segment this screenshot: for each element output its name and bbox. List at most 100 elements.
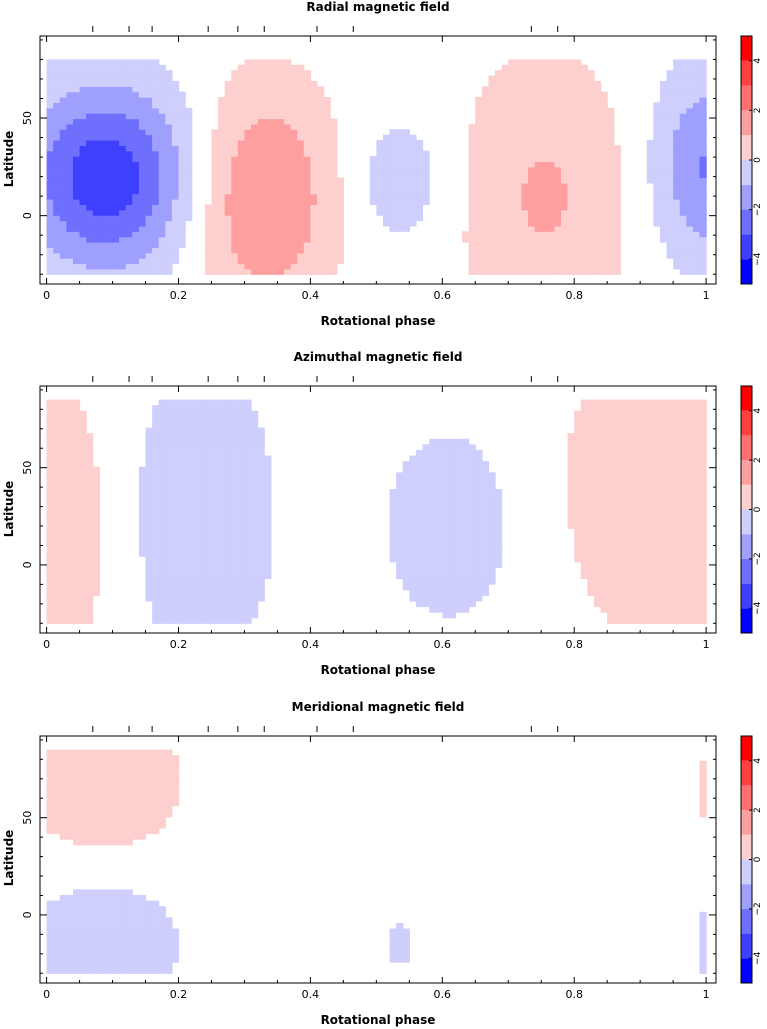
heatmap-cell [218,247,226,254]
heatmap-cell [66,188,74,195]
heatmap-cell [185,556,193,563]
heatmap-cell [574,113,582,120]
heatmap-cell [145,80,153,87]
heatmap-cell [158,247,166,254]
heatmap-cell [99,139,107,146]
heatmap-cell [633,455,641,462]
heatmap-cell [653,102,661,109]
heatmap-cell [600,107,608,114]
heatmap-cell [237,606,246,613]
heatmap-cell [178,145,186,152]
heatmap-cell [659,156,668,163]
heatmap-cell [125,75,133,82]
heatmap-cell [508,86,516,93]
heatmap-cell [171,188,180,195]
heatmap-cell [429,438,437,445]
heatmap-cell [79,539,87,546]
heatmap-cell [218,533,226,541]
heatmap-cell [646,421,654,429]
heatmap-cell [290,75,298,82]
heatmap-cell [264,134,272,141]
heatmap-cell [593,247,602,254]
heatmap-cell [237,193,246,200]
heatmap-cell [653,561,661,568]
radial-field-panel: Radial magnetic field 0 0.2 0.4 0.6 0.8 1050 … [2,0,763,328]
heatmap-cell [481,561,490,568]
heatmap-cell [46,494,54,501]
heatmap-cell [53,572,61,580]
heatmap-cell [86,193,94,200]
heatmap-cell [138,472,147,479]
heatmap-cell [152,612,160,619]
heatmap-cell [633,528,641,535]
heatmap-cell [59,123,67,130]
heatmap-cell [435,438,443,445]
heatmap-cell [613,427,621,434]
heatmap-cell [323,236,331,243]
heatmap-cell [587,145,595,152]
heatmap-cell [152,102,160,109]
heatmap-cell [653,107,661,114]
heatmap-cell [237,231,246,238]
heatmap-cell [138,225,147,232]
heatmap-cell [257,500,265,507]
heatmap-cell [218,589,226,596]
heatmap-cell [409,584,417,591]
heatmap-cell [211,612,219,619]
heatmap-cell [297,139,305,146]
heatmap-cell [389,220,397,227]
heatmap-cell [475,584,483,591]
heatmap-cell [613,252,621,259]
heatmap-cell [185,427,193,434]
heatmap-cell [574,102,582,109]
heatmap-cell [640,405,648,412]
heatmap-cell [165,477,173,485]
heatmap-cell [290,86,298,93]
heatmap-cell [640,444,648,451]
heatmap-cell [72,75,81,82]
heatmap-cell [191,449,199,457]
heatmap-cell [211,225,219,232]
heatmap-cell [171,113,180,120]
heatmap-cell [152,617,160,624]
heatmap-cell [158,204,166,211]
heatmap-cell [53,166,61,173]
heatmap-cell [284,113,292,120]
heatmap-cell [231,416,239,423]
heatmap-cell [369,172,377,179]
heatmap-cell [468,263,476,270]
heatmap-cell [369,188,377,195]
heatmap-cell [191,427,199,434]
heatmap-cell [389,134,397,141]
heatmap-cell [409,567,417,574]
heatmap-cell [481,150,490,157]
heatmap-cell [528,145,536,152]
heatmap-cell [53,455,61,462]
heatmap-cell [402,505,410,513]
heatmap-cell [138,522,147,529]
heatmap-cell [574,544,582,552]
heatmap-cell [257,242,265,248]
heatmap-cell [125,177,133,184]
heatmap-cell [580,427,588,434]
heatmap-cell [244,578,252,585]
heatmap-cell [119,252,127,259]
heatmap-cell [415,461,424,468]
heatmap-cell [257,572,265,580]
heatmap-cell [277,70,285,77]
heatmap-cell [409,505,417,513]
heatmap-cell [53,489,61,496]
heatmap-cell [613,455,621,462]
heatmap-cell [666,118,674,125]
heatmap-cell [132,268,140,275]
heatmap-cell [86,612,94,619]
heatmap-cell [528,134,536,141]
heatmap-cell [79,461,87,468]
heatmap-cell [613,589,621,596]
heatmap-cell [541,252,549,259]
heatmap-cell [224,215,232,222]
heatmap-cell [673,209,681,216]
heatmap-cell [620,477,628,485]
heatmap-cell [92,150,100,157]
heatmap-cell [79,150,87,157]
